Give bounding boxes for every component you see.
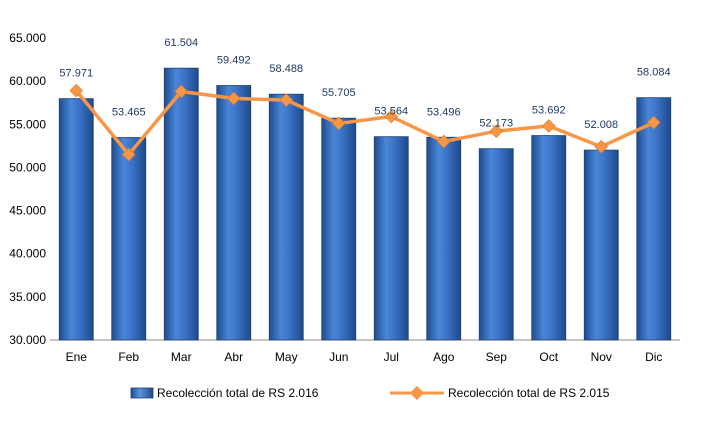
y-tick-label: 40.000 <box>9 247 46 261</box>
bar <box>426 136 462 341</box>
bar <box>111 137 147 341</box>
data-label: 57.971 <box>59 68 93 80</box>
legend-swatch-marker <box>409 385 425 401</box>
line-point <box>121 147 136 162</box>
data-label: 53.692 <box>532 105 566 117</box>
bar <box>583 149 619 341</box>
data-label: 55.705 <box>322 87 356 99</box>
x-tick-label: Jul <box>384 350 399 364</box>
line-point <box>594 139 609 154</box>
y-tick-label: 55.000 <box>9 117 46 131</box>
data-label: 58.084 <box>637 67 671 79</box>
x-tick-label: Jun <box>329 350 348 364</box>
x-tick-label: Ene <box>66 350 88 364</box>
x-tick-label: Abr <box>224 350 243 364</box>
legend: Recolección total de RS 2.016 Recolecció… <box>130 385 610 401</box>
line-point <box>174 84 189 99</box>
line-point <box>436 134 451 149</box>
line-point <box>69 83 84 98</box>
data-labels: 57.971 53.465 61.504 59.492 58.488 55.705 53.5… <box>59 37 670 131</box>
data-label: 59.492 <box>217 55 251 67</box>
bar <box>268 93 304 341</box>
bar <box>636 97 672 341</box>
x-tick-label: Mar <box>171 350 192 364</box>
line-series <box>69 83 661 162</box>
y-tick-label: 60.000 <box>9 74 46 88</box>
y-tick-label: 35.000 <box>9 290 46 304</box>
line-point <box>226 91 241 106</box>
bar <box>373 136 409 341</box>
data-label: 53.496 <box>427 106 461 118</box>
y-tick-label: 45.000 <box>9 204 46 218</box>
y-tick-label: 30.000 <box>9 333 46 347</box>
legend-label-line: Recolección total de RS 2.015 <box>448 386 610 400</box>
bar <box>163 67 199 341</box>
line-point <box>489 124 504 138</box>
bar <box>531 135 567 341</box>
data-label: 52.173 <box>479 118 513 130</box>
line-path <box>74 89 655 157</box>
line-point <box>541 119 556 133</box>
bar <box>58 98 94 341</box>
data-label: 61.504 <box>164 37 198 49</box>
line-point <box>384 109 399 124</box>
line-point <box>646 115 661 130</box>
legend-label-bar: Recolección total de RS 2.016 <box>157 386 319 400</box>
bar-series <box>58 67 672 341</box>
y-tick-label: 50.000 <box>9 160 46 174</box>
line-point <box>331 116 346 131</box>
bar <box>478 148 514 341</box>
x-axis: Ene Feb Mar Abr May Jun Jul Ago Sep Oct Nov Dic <box>50 339 680 364</box>
x-tick-label: Feb <box>118 350 139 364</box>
x-tick-label: Nov <box>591 350 612 364</box>
x-tick-label: May <box>275 350 298 364</box>
bar <box>216 85 252 341</box>
y-tick-label: 65.000 <box>9 31 46 45</box>
data-label: 52.008 <box>584 119 618 131</box>
x-tick-label: Sep <box>486 350 508 364</box>
x-tick-label: Dic <box>645 350 662 364</box>
data-label: 58.488 <box>269 63 303 75</box>
data-label: 53.564 <box>374 106 408 118</box>
x-tick-label: Ago <box>433 350 455 364</box>
data-label: 53.465 <box>112 107 146 119</box>
line-point <box>279 93 294 107</box>
legend-swatch-bar <box>130 387 154 399</box>
bar <box>321 117 357 341</box>
y-axis: 30.000 35.000 40.000 45.000 50.000 55.000 60.0… <box>9 31 46 347</box>
x-tick-label: Oct <box>539 350 558 364</box>
